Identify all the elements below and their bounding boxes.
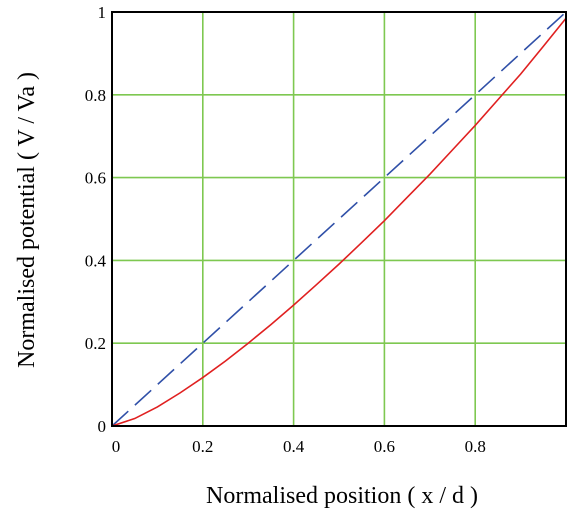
x-tick-label: 0 xyxy=(112,437,121,456)
y-axis-label: Normalised potential ( V / Va ) xyxy=(14,72,40,368)
y-tick-label: 0.4 xyxy=(85,251,107,270)
x-tick-label: 0.8 xyxy=(465,437,486,456)
series-line-dashed-blue xyxy=(111,11,567,427)
grid xyxy=(112,12,566,426)
x-tick-label: 0.2 xyxy=(192,437,213,456)
series-group xyxy=(111,11,567,427)
x-tick-label: 0.4 xyxy=(283,437,305,456)
plot-frame xyxy=(111,11,567,427)
y-tick-label: 0.6 xyxy=(85,169,106,188)
x-tick-labels: 0 0.2 0.4 0.6 0.8 xyxy=(112,437,486,456)
y-tick-labels: 0 0.2 0.4 0.6 0.8 1 xyxy=(85,3,107,436)
y-tick-label: 0.2 xyxy=(85,334,106,353)
x-axis-label: Normalised position ( x / d ) xyxy=(206,483,478,509)
y-tick-label: 0 xyxy=(98,417,107,436)
y-tick-label: 0.8 xyxy=(85,86,106,105)
series-line-solid-red xyxy=(111,17,567,427)
x-tick-label: 0.6 xyxy=(374,437,395,456)
y-tick-label: 1 xyxy=(98,3,107,22)
